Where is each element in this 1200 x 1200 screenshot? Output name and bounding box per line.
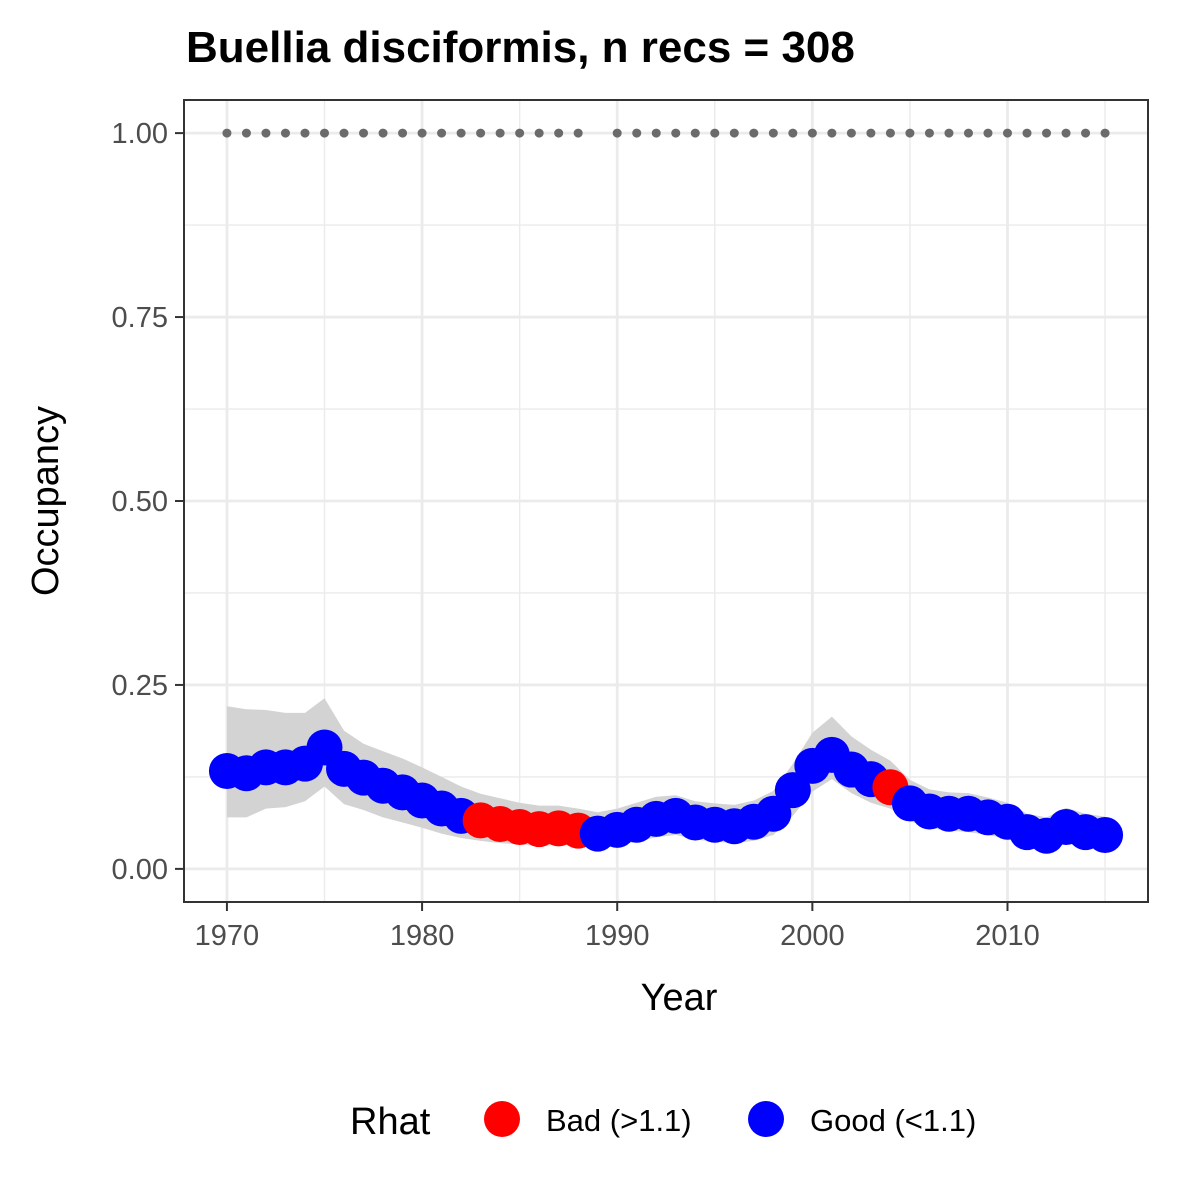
reference-point bbox=[729, 128, 739, 138]
reference-point bbox=[300, 128, 310, 138]
reference-point bbox=[905, 128, 915, 138]
reference-point bbox=[807, 128, 817, 138]
y-tick-label: 0.75 bbox=[112, 302, 168, 334]
reference-points bbox=[222, 128, 1110, 138]
x-tick-label: 2010 bbox=[975, 920, 1040, 952]
reference-point bbox=[612, 128, 622, 138]
reference-point bbox=[378, 128, 388, 138]
y-axis-title: Occupancy bbox=[25, 406, 67, 596]
reference-point bbox=[398, 128, 408, 138]
reference-point bbox=[534, 128, 544, 138]
x-tick-label: 1990 bbox=[585, 920, 650, 952]
x-tick-label: 1980 bbox=[390, 920, 455, 952]
reference-point bbox=[749, 128, 759, 138]
reference-point bbox=[1002, 128, 1012, 138]
reference-point bbox=[417, 128, 427, 138]
reference-point bbox=[1081, 128, 1091, 138]
legend-title: Rhat bbox=[350, 1101, 431, 1143]
y-axis: 0.00 0.25 0.50 0.75 1.00 bbox=[112, 118, 184, 886]
reference-point bbox=[1042, 128, 1052, 138]
occupancy-points bbox=[208, 729, 1124, 854]
reference-point bbox=[261, 128, 271, 138]
data-point-good bbox=[774, 772, 811, 809]
reference-point bbox=[963, 128, 973, 138]
reference-point bbox=[339, 128, 349, 138]
reference-point bbox=[632, 128, 642, 138]
reference-point bbox=[866, 128, 876, 138]
reference-point bbox=[554, 128, 564, 138]
y-tick-label: 0.25 bbox=[112, 670, 168, 702]
reference-point bbox=[437, 128, 447, 138]
reference-point bbox=[710, 128, 720, 138]
legend-label-good: Good (<1.1) bbox=[810, 1103, 976, 1138]
reference-point bbox=[456, 128, 466, 138]
reference-point bbox=[944, 128, 954, 138]
reference-point bbox=[222, 128, 232, 138]
legend-label-bad: Bad (>1.1) bbox=[546, 1103, 692, 1138]
reference-point bbox=[846, 128, 856, 138]
reference-point bbox=[1100, 128, 1110, 138]
reference-point bbox=[885, 128, 895, 138]
grid-major bbox=[184, 100, 1148, 902]
legend-key-bad bbox=[484, 1101, 520, 1137]
reference-point bbox=[671, 128, 681, 138]
chart-title: Buellia disciformis, n recs = 308 bbox=[186, 23, 855, 72]
reference-point bbox=[651, 128, 661, 138]
reference-point bbox=[320, 128, 330, 138]
reference-point bbox=[1061, 128, 1071, 138]
reference-point bbox=[241, 128, 251, 138]
reference-point bbox=[690, 128, 700, 138]
reference-point bbox=[768, 128, 778, 138]
y-tick-label: 0.50 bbox=[112, 486, 168, 518]
x-tick-label: 1970 bbox=[195, 920, 260, 952]
reference-point bbox=[495, 128, 505, 138]
x-tick-label: 2000 bbox=[780, 920, 845, 952]
legend: Rhat Bad (>1.1) Good (<1.1) bbox=[350, 1101, 976, 1143]
reference-point bbox=[1022, 128, 1032, 138]
reference-point bbox=[515, 128, 525, 138]
reference-point bbox=[827, 128, 837, 138]
legend-key-good bbox=[748, 1101, 784, 1137]
x-axis-title: Year bbox=[641, 977, 718, 1019]
reference-point bbox=[359, 128, 369, 138]
reference-point bbox=[788, 128, 798, 138]
reference-point bbox=[924, 128, 934, 138]
reference-point bbox=[280, 128, 290, 138]
reference-point bbox=[476, 128, 486, 138]
plot-panel bbox=[183, 99, 1149, 903]
x-axis: 1970 1980 1990 2000 2010 bbox=[195, 902, 1040, 952]
data-point-good bbox=[1087, 817, 1124, 854]
y-tick-label: 0.00 bbox=[112, 854, 168, 886]
reference-point bbox=[573, 128, 583, 138]
reference-point bbox=[983, 128, 993, 138]
y-tick-label: 1.00 bbox=[112, 118, 168, 150]
